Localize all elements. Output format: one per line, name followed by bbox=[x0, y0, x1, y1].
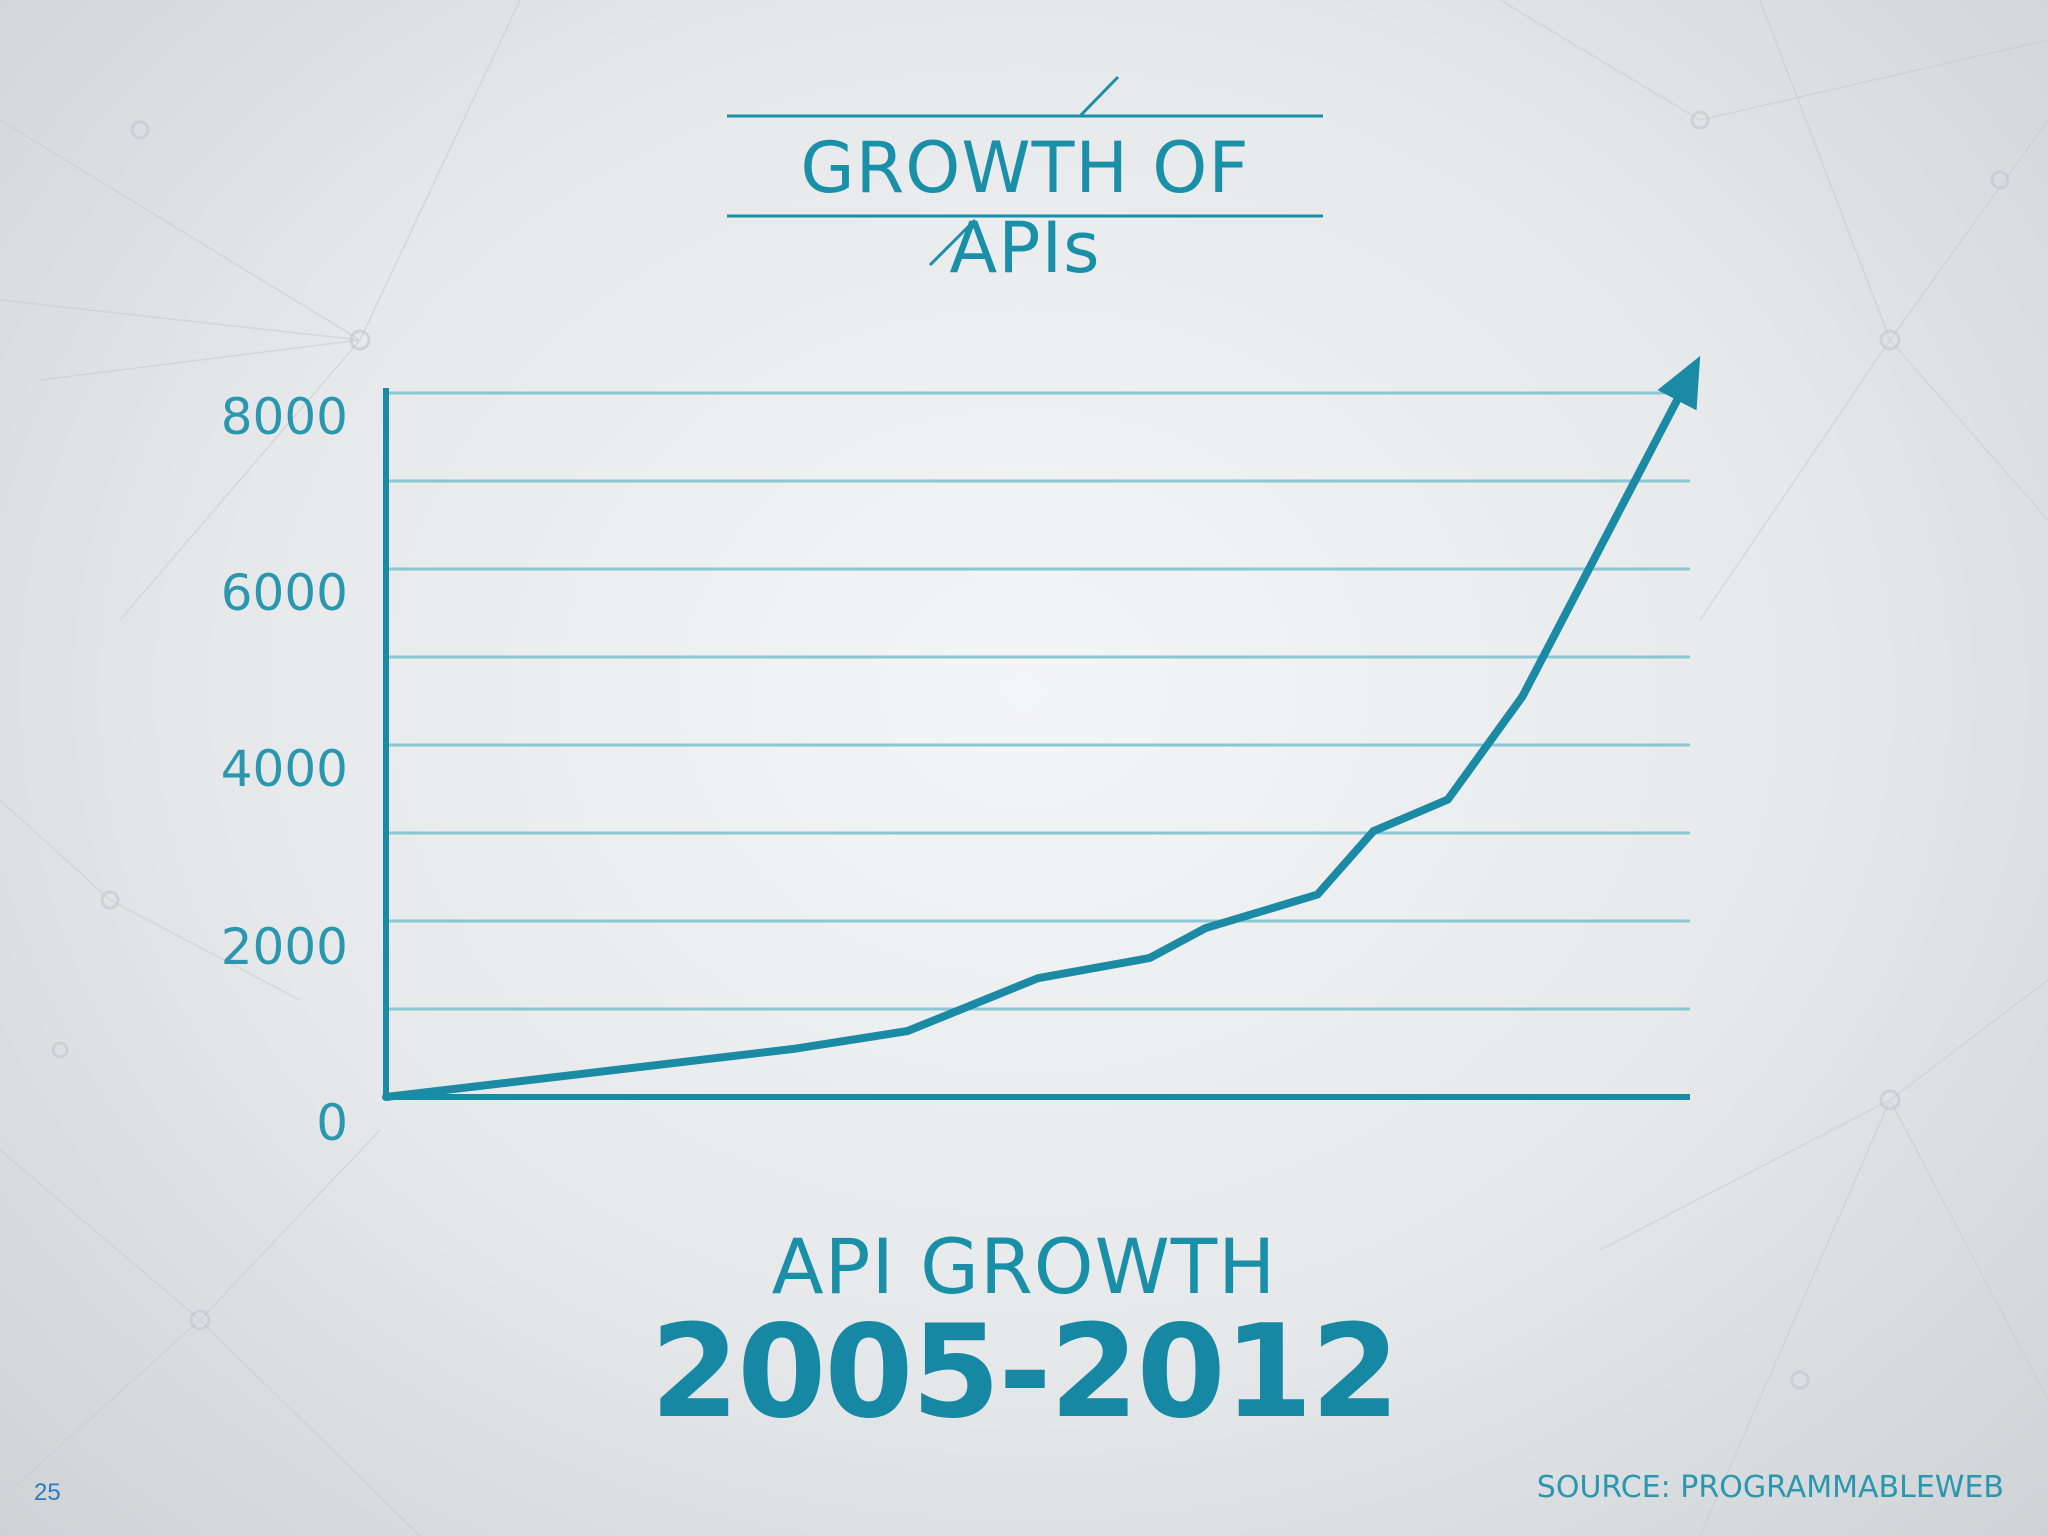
y-tick-label: 2000 bbox=[221, 918, 348, 976]
y-tick-label: 6000 bbox=[221, 564, 348, 622]
chart-grid bbox=[386, 391, 1690, 1011]
slide-title: GROWTH OF APIs bbox=[800, 127, 1250, 289]
arrow-head bbox=[1657, 355, 1701, 411]
title-block: GROWTH OF APIs bbox=[0, 0, 2048, 300]
y-tick-labels: 8000 6000 4000 2000 0 bbox=[221, 388, 348, 1152]
year-range: 2005-2012 bbox=[650, 1298, 1400, 1447]
title-decoration bbox=[727, 75, 1323, 267]
page-number: 25 bbox=[34, 1479, 61, 1506]
source-credit: SOURCE: PROGRAMMABLEWEB bbox=[1536, 1470, 2004, 1505]
y-tick-label: 4000 bbox=[221, 740, 348, 798]
growth-series-line bbox=[382, 371, 1694, 1101]
y-tick-label: 8000 bbox=[221, 388, 348, 446]
y-tick-label: 0 bbox=[316, 1094, 348, 1152]
chart-subtitle: API GROWTH bbox=[771, 1222, 1277, 1311]
